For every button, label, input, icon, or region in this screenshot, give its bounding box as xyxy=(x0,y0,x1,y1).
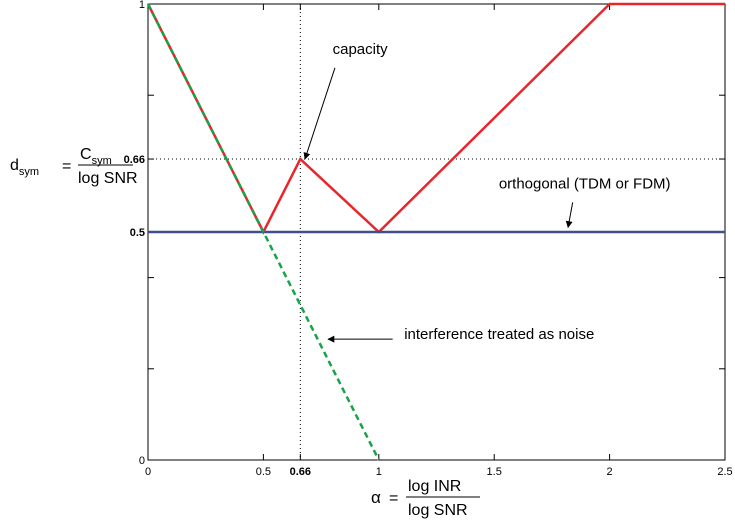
y-axis-label: dsym = Csym log SNR xyxy=(10,146,138,187)
x-label-denominator: log SNR xyxy=(408,502,468,519)
interference-as-noise-line xyxy=(146,3,380,461)
x-axis-label: α = log INR log SNR xyxy=(371,478,480,519)
tick-labels: 0 0.5 0.66 1 1.5 2 2.5 0 0.5 0.66 1 xyxy=(124,0,733,478)
annotation-arrow xyxy=(303,67,336,160)
x-tick-label: 0.66 xyxy=(290,466,311,478)
y-label-denominator: log SNR xyxy=(78,170,138,187)
y-tick-label: 0.66 xyxy=(124,154,145,166)
x-tick-label: 0 xyxy=(145,466,151,478)
annotation-label: orthogonal (TDM or FDM) xyxy=(499,176,671,193)
y-label-equals: = xyxy=(62,158,71,175)
y-label-numerator: Csym xyxy=(80,146,112,167)
x-tick-label: 1.5 xyxy=(487,466,502,478)
x-tick-label: 2.5 xyxy=(717,466,732,478)
x-tick-label: 2 xyxy=(607,466,613,478)
x-tick-label: 0.5 xyxy=(256,466,271,478)
annotations: capacity orthogonal (TDM or FDM) interfere… xyxy=(303,41,671,343)
x-label-numerator: log INR xyxy=(408,478,461,495)
annotation-label: interference treated as noise xyxy=(404,326,594,343)
x-tick-label: 1 xyxy=(376,466,382,478)
x-label-equals: = xyxy=(389,490,398,507)
y-tick-label: 0.5 xyxy=(130,227,145,239)
x-label-lhs: α xyxy=(371,488,381,507)
y-label-lhs: dsym xyxy=(10,157,39,178)
annotation-label: capacity xyxy=(333,41,389,58)
annotation-arrow xyxy=(565,202,574,229)
series-lines xyxy=(146,2,725,461)
y-tick-label: 0 xyxy=(139,455,145,467)
y-tick-label: 1 xyxy=(139,0,145,11)
